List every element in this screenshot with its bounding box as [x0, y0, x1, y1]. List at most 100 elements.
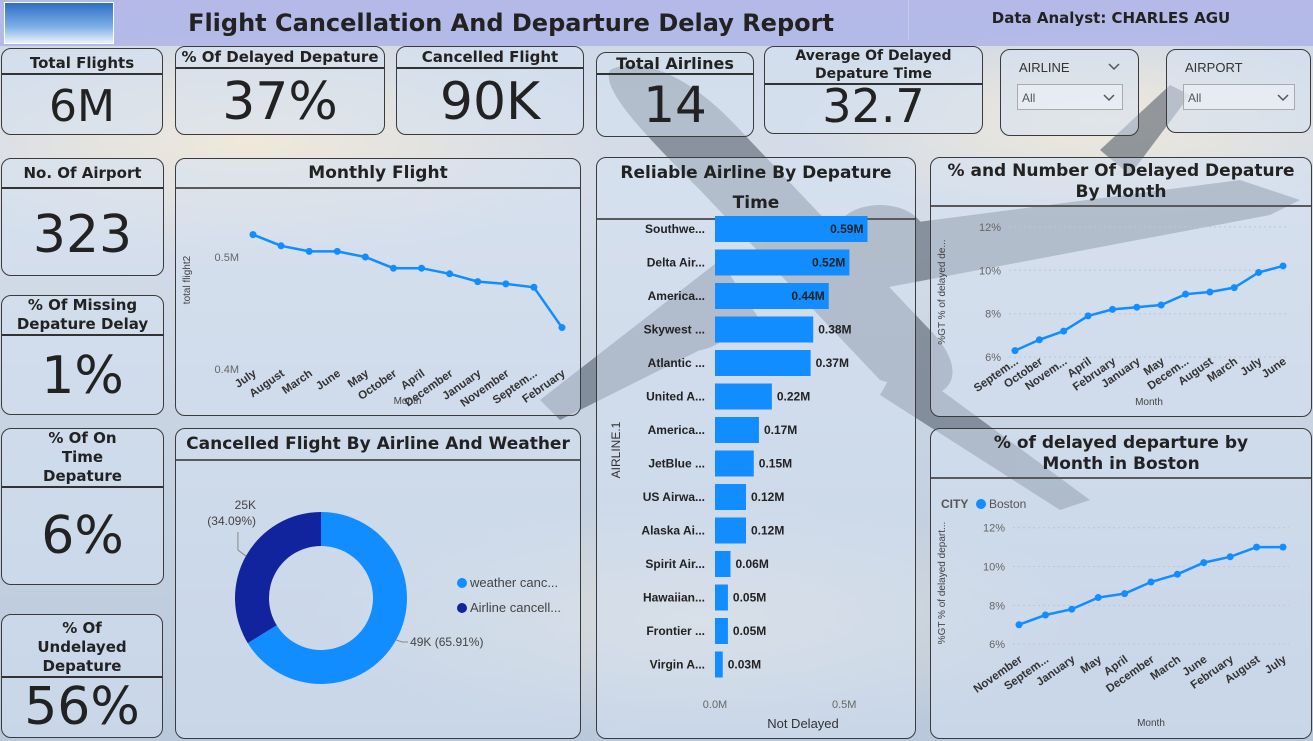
analyst-label: Data Analyst: — [991, 9, 1107, 27]
label-leader — [395, 639, 409, 643]
kpi-value: 1% — [41, 346, 124, 406]
data-point — [1011, 347, 1019, 355]
chart-title: % and Number Of Delayed Depature By Mont… — [931, 158, 1311, 207]
data-point — [333, 247, 341, 255]
cancelled-flight-chart[interactable]: Cancelled Flight By Airline And Weather … — [175, 428, 581, 739]
data-point — [1060, 327, 1068, 335]
legend-title: CITY — [941, 497, 968, 511]
data-point — [361, 253, 369, 261]
y-axis-title: total flight2 — [182, 255, 193, 304]
bar — [715, 551, 731, 577]
reliable-airline-plot: Southwe... 0.59M Delta Air... 0.52M America.… — [609, 216, 868, 731]
chart-title: Monthly Flight — [176, 159, 580, 189]
chart-title: Cancelled Flight By Airline And Weather — [176, 429, 580, 461]
data-point — [1041, 611, 1049, 619]
x-tick-label: June — [1260, 356, 1289, 381]
x-tick-label: July — [1239, 355, 1265, 378]
kpi-average-delay: Average Of Delayed Depature Time 32.7 — [764, 46, 983, 134]
kpi-label: % Of On Time Depature — [2, 429, 163, 488]
delayed-by-month-chart[interactable]: % and Number Of Delayed Depature By Mont… — [930, 157, 1312, 417]
series-line — [1018, 545, 1283, 626]
category-label: Delta Air... — [647, 256, 705, 270]
donut-slice — [235, 512, 321, 644]
airport-dropdown[interactable]: All — [1183, 84, 1295, 110]
y-tick-label: 0.4M — [215, 364, 239, 376]
y-tick-label: 6% — [985, 352, 1001, 364]
data-point — [1015, 621, 1023, 629]
x-axis-title: Month — [1135, 397, 1163, 408]
chevron-down-icon[interactable] — [1107, 62, 1121, 72]
reliable-airline-chart[interactable]: Reliable Airline By Depature Time Southw… — [596, 157, 916, 739]
x-tick-label: March — [280, 368, 315, 397]
kpi-on-time: % Of On Time Depature 6% — [1, 428, 164, 585]
report-title: Flight Cancellation And Departure Delay … — [188, 9, 834, 37]
category-label: Southwe... — [645, 222, 705, 236]
airline-dropdown[interactable]: All — [1017, 84, 1123, 110]
boston-delay-chart[interactable]: % of delayed departure by Month in Bosto… — [930, 428, 1312, 739]
category-label: US Airwa... — [643, 490, 705, 504]
bar — [715, 450, 754, 477]
kpi-label: Cancelled Flight — [397, 47, 583, 69]
data-point — [1094, 594, 1102, 602]
x-tick-label: March — [1148, 654, 1183, 683]
data-point — [1133, 303, 1141, 311]
header-bar: Flight Cancellation And Departure Delay … — [0, 0, 1313, 46]
analyst-name: CHARLES AGU — [1111, 9, 1231, 27]
kpi-value: 14 — [643, 76, 707, 134]
y-axis-title: AIRLINE.1 — [609, 421, 623, 478]
data-point — [474, 278, 482, 286]
kpi-label: No. Of Airport — [2, 163, 163, 189]
kpi-delayed-departure: % Of Delayed Depature 37% — [175, 46, 385, 135]
airplane-logo-icon — [4, 2, 114, 44]
kpi-label: Total Flights — [2, 53, 162, 75]
kpi-label: Average Of Delayed Depature Time — [765, 47, 982, 85]
airline-slicer[interactable]: AIRLINE All — [1000, 49, 1139, 136]
y-tick-label: 12% — [979, 222, 1001, 234]
slice-label: 49K (65.91%) — [410, 635, 483, 649]
legend-label: Airline cancell... — [470, 600, 561, 615]
category-label: Virgin A... — [650, 658, 705, 672]
data-point — [446, 270, 454, 278]
series-line — [1014, 264, 1284, 352]
legend-marker — [457, 578, 467, 588]
x-tick-label: 0.5M — [832, 699, 856, 711]
data-point — [1157, 301, 1165, 309]
boston-delay-plot: CITY Boston6%8%10%12%NovemberSeptem...Jan… — [937, 497, 1289, 729]
bar — [715, 383, 772, 410]
category-label: America... — [648, 289, 705, 303]
kpi-number-of-airports: No. Of Airport 323 — [1, 158, 164, 276]
airport-slicer[interactable]: AIRPORT All — [1166, 49, 1311, 133]
chevron-down-icon[interactable] — [1102, 93, 1116, 103]
category-label: Hawaiian... — [643, 591, 705, 605]
slice-label: 25K — [235, 498, 256, 512]
category-label: Spirit Air... — [645, 557, 705, 571]
monthly-flight-chart[interactable]: Monthly Flight 0.4M 0.5M July August March Ju… — [175, 158, 581, 416]
kpi-value: 6M — [49, 81, 115, 132]
category-label: Alaska Ai... — [641, 524, 705, 538]
category-label: United A... — [646, 390, 705, 404]
data-point — [1279, 543, 1287, 551]
bar — [715, 283, 829, 309]
data-point — [1200, 559, 1208, 567]
kpi-value: 6% — [41, 506, 124, 566]
data-label: 0.52M — [812, 256, 845, 270]
data-point — [1108, 305, 1116, 313]
data-point — [1147, 578, 1155, 586]
slicer-value: All — [1188, 91, 1202, 105]
y-tick-label: 6% — [989, 639, 1005, 651]
y-tick-label: 8% — [989, 600, 1005, 612]
slicer-label: AIRPORT — [1185, 60, 1243, 75]
kpi-label: % Of Missing Depature Delay — [2, 296, 163, 336]
data-point — [1206, 288, 1214, 296]
chevron-down-icon[interactable] — [1276, 93, 1290, 103]
bar — [715, 651, 723, 678]
data-point — [1035, 336, 1043, 344]
bar — [715, 618, 728, 644]
legend-label: Boston — [989, 497, 1026, 511]
x-tick-label: July — [1263, 653, 1289, 676]
legend-label: weather canc... — [469, 575, 558, 590]
data-label: 0.22M — [777, 390, 810, 404]
data-label: 0.05M — [733, 591, 766, 605]
legend-marker — [976, 499, 986, 509]
